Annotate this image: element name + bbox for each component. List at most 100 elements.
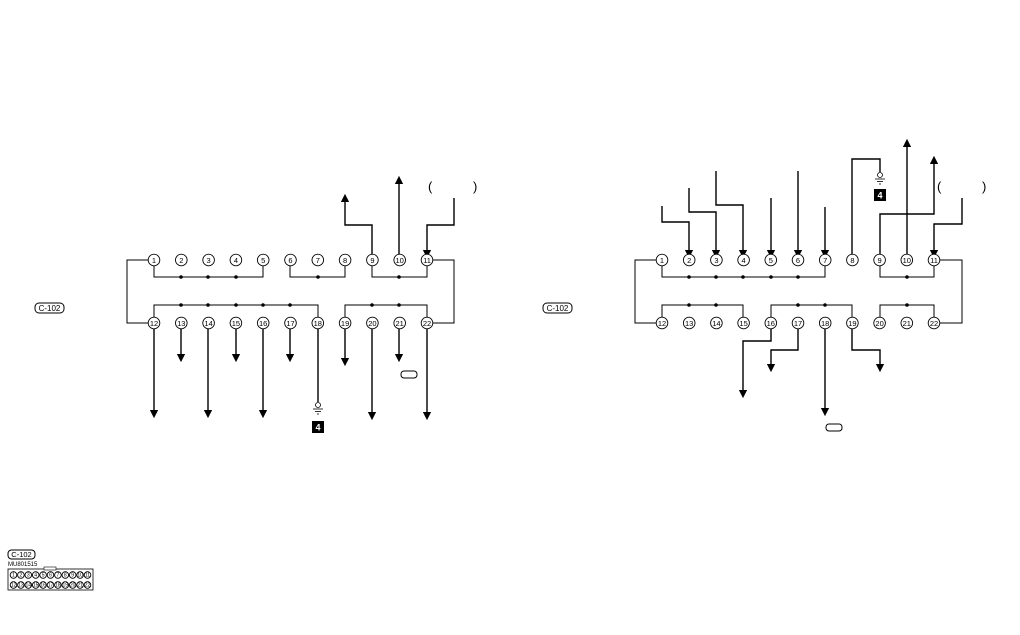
right-bottom-splices bbox=[687, 303, 909, 307]
left-top-pin-circle-8 bbox=[338, 253, 352, 267]
left-bottom-pin-label-19: 19 bbox=[341, 319, 349, 328]
legend-top-pin-label-5: 5 bbox=[42, 572, 45, 578]
right-paren-open: ( bbox=[937, 179, 942, 194]
legend-top-pin-circle-7 bbox=[54, 571, 62, 579]
legend-bottom-pin-label-21: 21 bbox=[77, 582, 83, 588]
right-ground-box bbox=[874, 189, 886, 201]
right-bottom-pin-circle-14 bbox=[710, 316, 723, 330]
right-wire-pin3 bbox=[688, 188, 721, 259]
left-bottom-pin-label-16: 16 bbox=[259, 319, 267, 328]
left-bottom-pin-label-12: 12 bbox=[150, 319, 158, 328]
legend-bottom-pin-label-18: 18 bbox=[55, 582, 61, 588]
right-diagram: 4 ( ) C-102 1 2 3 4 5 6 7 8 9 10 11 12 13 14 15 16 17 18… bbox=[542, 138, 986, 432]
legend-top-pin-circle-3 bbox=[24, 571, 33, 579]
left-top-pin-label-3: 3 bbox=[207, 256, 211, 265]
right-top-pin-label-8: 8 bbox=[850, 256, 854, 265]
right-top-pin-label-11: 11 bbox=[930, 256, 938, 265]
right-wire-pin2 bbox=[661, 206, 694, 259]
legend-bottom-pin-label-22: 22 bbox=[85, 582, 91, 588]
left-bottom-bus-b bbox=[344, 304, 428, 317]
legend-top-pins: 1 2 3 4 5 6 7 8 9 10 11 bbox=[9, 571, 92, 579]
right-bottom-pin-circle-19 bbox=[846, 316, 859, 330]
right-splice-box bbox=[825, 423, 843, 432]
right-bottom-pins: 12 13 14 15 16 17 18 19 20 21 22 bbox=[655, 316, 941, 330]
legend-bottom-pin-circle-18 bbox=[54, 581, 62, 589]
right-bottom-bus-b bbox=[770, 304, 853, 317]
right-top-pin-label-7: 7 bbox=[823, 256, 827, 265]
legend-bottom-pin-circle-16 bbox=[39, 581, 47, 589]
right-wire-pin4 bbox=[715, 171, 748, 259]
left-top-pin-circle-5 bbox=[256, 253, 270, 267]
right-top-splices bbox=[687, 275, 909, 279]
left-bottom-pin-circle-14 bbox=[202, 316, 215, 330]
left-bottom-pin-label-13: 13 bbox=[177, 319, 185, 328]
left-bottom-pin-circle-22 bbox=[420, 316, 434, 330]
right-top-pin-label-6: 6 bbox=[796, 256, 800, 265]
legend-bottom-pin-circle-19 bbox=[61, 581, 70, 589]
left-top-pin-label-1: 1 bbox=[152, 256, 156, 265]
legend-bottom-pin-label-14: 14 bbox=[26, 582, 32, 588]
right-connector-outline bbox=[634, 259, 662, 324]
right-connector-label: C-102 bbox=[547, 304, 569, 313]
left-connector-label: C-102 bbox=[39, 304, 61, 313]
left-bottom-pin-circle-20 bbox=[366, 316, 379, 330]
right-top-pins: 1 2 3 4 5 6 7 8 9 10 11 bbox=[655, 253, 941, 267]
left-bottom-pin-label-20: 20 bbox=[368, 319, 376, 328]
right-top-pin-label-9: 9 bbox=[878, 256, 882, 265]
legend-top-pin-label-9: 9 bbox=[71, 572, 74, 578]
legend-top-pin-circle-8 bbox=[61, 571, 70, 579]
right-bottom-pin-circle-18 bbox=[818, 316, 832, 330]
right-wire-pin19 bbox=[851, 329, 885, 373]
right-bottom-pin-label-20: 20 bbox=[875, 319, 883, 328]
left-bottom-pin-label-21: 21 bbox=[396, 319, 404, 328]
left-ground-box bbox=[312, 421, 324, 433]
left-connector-outline-right bbox=[427, 259, 455, 324]
right-top-pin-circle-9 bbox=[873, 253, 886, 267]
left-connector-outline bbox=[126, 259, 154, 324]
right-connector-outline-right bbox=[934, 259, 963, 324]
legend-top-pin-circle-1 bbox=[9, 571, 18, 579]
legend-bottom-pin-circle-21 bbox=[76, 581, 84, 589]
right-bottom-pin-circle-16 bbox=[764, 316, 778, 330]
legend-top-pin-label-6: 6 bbox=[49, 572, 52, 578]
right-connector-tag: C-102 bbox=[542, 302, 573, 314]
left-top-pin-label-6: 6 bbox=[288, 256, 292, 265]
left-top-pin-circle-11 bbox=[420, 253, 434, 267]
legend-bottom-pin-label-20: 20 bbox=[70, 582, 76, 588]
legend-bottom-pin-circle-20 bbox=[68, 581, 77, 589]
left-top-pin-circle-3 bbox=[202, 253, 215, 267]
left-bottom-pin-circle-21 bbox=[393, 316, 406, 330]
right-top-pin-circle-6 bbox=[791, 253, 805, 267]
right-bottom-pin-label-13: 13 bbox=[685, 319, 693, 328]
left-top-pin-label-4: 4 bbox=[234, 256, 238, 265]
left-diagram: 4 ( ) C-102 1 2 3 4 5 6 7 8 9 10 11 12 13 14 15 16 17 18… bbox=[34, 175, 477, 433]
right-ground-label: 4 bbox=[877, 191, 882, 201]
legend-top-pin-circle-10 bbox=[76, 571, 84, 579]
left-bottom-splices bbox=[179, 303, 401, 307]
legend-top-pin-label-7: 7 bbox=[57, 572, 60, 578]
right-bottom-pin-circle-21 bbox=[900, 316, 914, 330]
left-top-pin-label-9: 9 bbox=[370, 256, 374, 265]
left-wire-pin9 bbox=[340, 193, 373, 254]
left-bottom-pin-circle-17 bbox=[284, 316, 297, 330]
left-top-pin-label-10: 10 bbox=[396, 256, 404, 265]
legend-top-pin-circle-4 bbox=[31, 571, 40, 579]
legend-bottom-pin-label-13: 13 bbox=[18, 582, 24, 588]
left-top-pin-circle-6 bbox=[284, 253, 297, 267]
connector-legend: C-102 MU801515 1 2 3 4 5 6 7 8 9 10 11 12 13 14 15 16 1… bbox=[7, 549, 94, 591]
left-top-pins: 1 2 3 4 5 6 7 8 9 10 11 bbox=[147, 253, 434, 267]
left-ground-label: 4 bbox=[315, 423, 320, 433]
left-top-pin-circle-7 bbox=[311, 253, 325, 267]
left-top-splices bbox=[179, 275, 401, 279]
legend-top-pin-label-8: 8 bbox=[64, 572, 67, 578]
legend-bottom-pins: 12 13 14 15 16 17 18 19 20 21 22 bbox=[9, 581, 92, 589]
right-bottom-pin-label-18: 18 bbox=[821, 319, 829, 328]
right-bottom-pin-circle-15 bbox=[737, 316, 750, 330]
left-ground-symbol bbox=[313, 402, 323, 415]
right-bottom-pin-label-16: 16 bbox=[767, 319, 775, 328]
left-wire-pin11 bbox=[422, 198, 455, 259]
right-bottom-pin-label-19: 19 bbox=[848, 319, 856, 328]
right-bottom-pin-circle-17 bbox=[791, 316, 805, 330]
legend-top-pin-circle-5 bbox=[39, 571, 47, 579]
legend-bottom-pin-label-17: 17 bbox=[48, 582, 54, 588]
